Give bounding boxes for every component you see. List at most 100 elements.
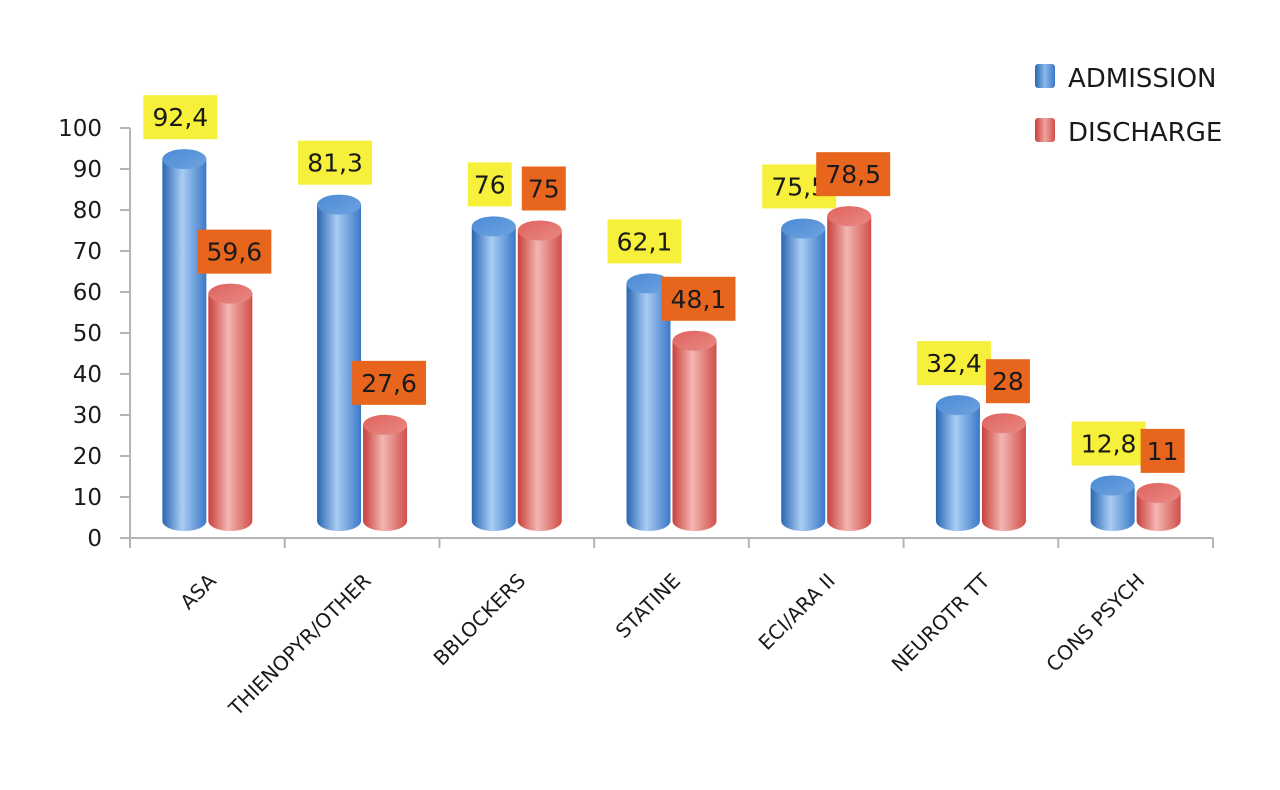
- bar-discharge-eci-ara-ii: [827, 206, 872, 531]
- plot-area: [162, 149, 1181, 532]
- data-label-box: [985, 359, 1030, 404]
- bar-discharge-statine: [672, 330, 717, 531]
- data-labels: 92,481,37662,175,532,412,859,627,67548,1…: [143, 95, 1185, 473]
- legend-swatch: [1035, 118, 1055, 142]
- legend-item-admission: ADMISSION: [1035, 64, 1217, 94]
- bar-cap: [1136, 482, 1181, 503]
- bar-cap: [1090, 475, 1135, 496]
- bar-cap: [672, 330, 717, 351]
- bar-admission-thienopyr-other: [317, 194, 362, 532]
- bar-discharge-cons-psych: [1136, 482, 1181, 531]
- bar-cap: [317, 194, 362, 215]
- data-label-box: [521, 166, 566, 211]
- data-label-admission-neurotr-tt: 32,4: [916, 341, 991, 386]
- bar-body: [363, 424, 408, 531]
- y-tick-label: 70: [73, 239, 102, 265]
- category-label-thienopyr-other: THIENOPYR/OTHER: [223, 568, 375, 720]
- data-label-box: [197, 229, 272, 274]
- data-label-text: 75: [528, 175, 560, 204]
- bar-body: [672, 340, 717, 531]
- data-label-admission-bblockers: 76: [467, 162, 512, 207]
- data-label-admission-thienopyr-other: 81,3: [298, 140, 373, 185]
- bar-cap: [781, 218, 826, 239]
- legend-label: ADMISSION: [1068, 64, 1217, 94]
- data-label-box: [607, 219, 682, 264]
- bar-body: [827, 216, 872, 531]
- data-label-discharge-eci-ara-ii: 78,5: [816, 152, 891, 197]
- data-label-discharge-neurotr-tt: 28: [985, 359, 1030, 404]
- bar-cap: [626, 273, 671, 294]
- data-label-text: 27,6: [361, 369, 417, 398]
- bar-body: [781, 228, 826, 531]
- category-label-statine: STATINE: [611, 569, 685, 643]
- data-label-text: 28: [992, 367, 1024, 396]
- bar-body: [935, 405, 980, 531]
- bar-admission-neurotr-tt: [935, 395, 980, 531]
- data-label-text: 76: [474, 170, 506, 199]
- data-label-text: 48,1: [671, 285, 727, 314]
- data-label-box: [1140, 428, 1185, 473]
- y-tick-label: 80: [73, 198, 102, 224]
- y-tick-label: 30: [73, 403, 102, 429]
- legend: ADMISSION DISCHARGE: [1035, 64, 1222, 148]
- data-label-text: 92,4: [153, 103, 209, 132]
- data-label-box: [143, 95, 218, 140]
- data-label-text: 81,3: [307, 149, 363, 178]
- y-tick-label: 60: [73, 280, 102, 306]
- category-label-neurotr-tt: NEUROTR TT: [887, 568, 995, 676]
- y-tick-label: 90: [73, 157, 102, 183]
- y-tick-label: 40: [73, 362, 102, 388]
- data-label-text: 62,1: [617, 227, 673, 256]
- legend-swatch: [1035, 64, 1055, 88]
- bar-admission-eci-ara-ii: [781, 218, 826, 531]
- data-label-text: 12,8: [1081, 430, 1137, 459]
- data-label-text: 59,6: [207, 238, 263, 267]
- data-label-text: 11: [1147, 437, 1179, 466]
- data-label-discharge-asa: 59,6: [197, 229, 272, 274]
- x-ticks: ASA THIENOPYR/OTHER BBLOCKERS STATINE ECI/AR…: [129, 538, 1214, 721]
- data-label-box: [1071, 421, 1146, 466]
- category-label-eci-ara-ii: ECI/ARA II: [754, 569, 840, 655]
- data-label-admission-statine: 62,1: [607, 219, 682, 264]
- x-axis: ASA THIENOPYR/OTHER BBLOCKERS STATINE ECI/AR…: [129, 537, 1214, 721]
- bar-discharge-thienopyr-other: [363, 414, 408, 531]
- y-tick-label: 0: [87, 526, 102, 552]
- data-label-discharge-bblockers: 75: [521, 166, 566, 211]
- data-label-text: 32,4: [926, 349, 982, 378]
- bar-body: [208, 293, 253, 531]
- bar-admission-bblockers: [471, 216, 516, 531]
- data-label-admission-asa: 92,4: [143, 95, 218, 140]
- bar-body: [626, 283, 671, 531]
- bar-body: [1136, 492, 1181, 531]
- bar-discharge-bblockers: [517, 220, 562, 531]
- data-label-discharge-cons-psych: 11: [1140, 428, 1185, 473]
- y-ticks: 0 10 20 30 40 50 60 70 80 90 100: [58, 116, 130, 552]
- bar-body: [317, 204, 362, 532]
- data-label-box: [816, 152, 891, 197]
- data-label-admission-cons-psych: 12,8: [1071, 421, 1146, 466]
- data-label-box: [661, 276, 736, 321]
- bar-admission-asa: [162, 149, 207, 531]
- data-label-box: [467, 162, 512, 207]
- category-label-cons-psych: CONS PSYCH: [1041, 569, 1149, 677]
- bar-cap: [471, 216, 516, 237]
- data-label-discharge-statine: 48,1: [661, 276, 736, 321]
- category-label-asa: ASA: [175, 568, 221, 614]
- bar-cap: [208, 283, 253, 304]
- category-label-bblockers: BBLOCKERS: [429, 569, 531, 671]
- bar-body: [981, 423, 1026, 531]
- data-label-discharge-thienopyr-other: 27,6: [352, 360, 427, 405]
- y-tick-label: 10: [73, 485, 102, 511]
- legend-label: DISCHARGE: [1068, 118, 1222, 148]
- legend-item-discharge: DISCHARGE: [1035, 118, 1222, 148]
- y-axis: 0 10 20 30 40 50 60 70 80 90 100: [58, 116, 131, 552]
- data-label-text: 78,5: [825, 160, 881, 189]
- bar-cap: [162, 149, 207, 170]
- bar-discharge-asa: [208, 283, 253, 531]
- bar-cap: [827, 206, 872, 227]
- y-tick-label: 100: [58, 116, 102, 142]
- bar-body: [517, 230, 562, 531]
- data-label-box: [916, 341, 991, 386]
- data-label-box: [352, 360, 427, 405]
